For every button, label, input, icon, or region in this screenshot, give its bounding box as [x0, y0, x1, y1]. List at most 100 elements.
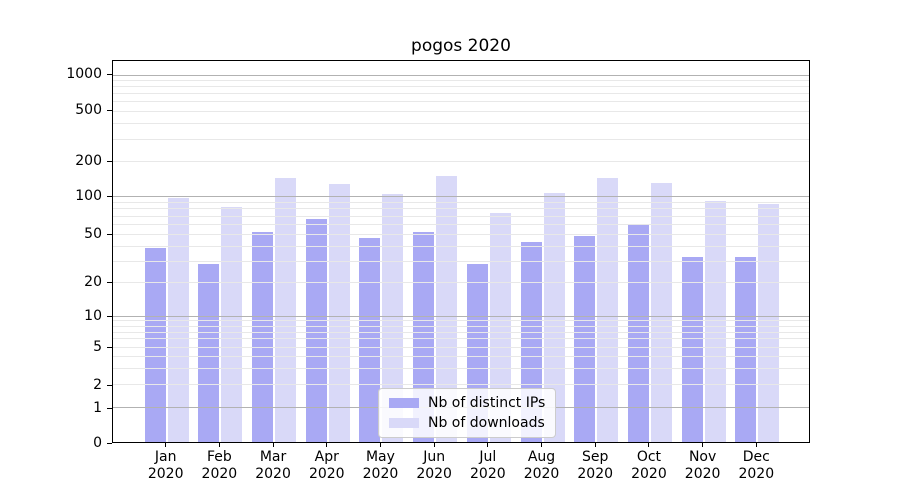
x-tick-label: Jan 2020 [134, 449, 198, 483]
y-tick-mark [107, 233, 112, 235]
gridline-minor [113, 202, 809, 203]
gridline-minor [113, 234, 809, 235]
bar-sep-distinct-ips [574, 236, 596, 442]
x-tick-mark [379, 443, 381, 447]
y-tick-mark [107, 442, 112, 444]
y-tick-label: 5 [93, 339, 102, 355]
gridline-minor [113, 332, 809, 333]
x-tick-year-label: 2020 [308, 466, 345, 482]
legend-swatch-distinct-ips [389, 398, 419, 408]
y-tick-label: 0 [93, 435, 102, 451]
x-tick-year-label: 2020 [470, 466, 506, 482]
x-tick-mark [541, 443, 543, 447]
x-tick-year-label: 2020 [255, 466, 291, 482]
legend-swatch-downloads [389, 418, 419, 428]
y-tick-label: 20 [84, 274, 102, 290]
y-tick-mark [107, 109, 112, 111]
y-tick-mark [107, 346, 112, 348]
legend-label-distinct-ips: Nb of distinct IPs [428, 395, 546, 411]
gridline-minor [113, 80, 809, 81]
gridline-minor [113, 246, 809, 247]
x-tick-year-label: 2020 [416, 466, 452, 482]
x-tick-label: Jun 2020 [402, 449, 466, 483]
bar-dec-downloads [758, 204, 780, 442]
y-tick-label: 1 [93, 400, 102, 416]
y-tick-label: 500 [75, 102, 102, 118]
y-tick-label: 1000 [66, 66, 102, 82]
legend-label-downloads: Nb of downloads [428, 415, 545, 431]
gridline-minor [113, 347, 809, 348]
x-tick-year-label: 2020 [147, 466, 184, 482]
gridline-minor [113, 161, 809, 162]
x-tick-mark [218, 443, 220, 447]
x-tick-label: Nov 2020 [671, 449, 735, 483]
x-tick-year-label: 2020 [201, 466, 238, 482]
bar-aug-downloads [543, 193, 565, 442]
y-tick-mark [107, 384, 112, 386]
gridline-minor [113, 101, 809, 102]
gridline-minor [113, 208, 809, 209]
bar-oct-downloads [650, 183, 672, 442]
legend: Nb of distinct IPs Nb of downloads [378, 388, 557, 438]
gridline-minor [113, 368, 809, 369]
x-tick-label: Apr 2020 [295, 449, 359, 483]
gridline-minor [113, 216, 809, 217]
x-tick-mark [755, 443, 757, 447]
y-tick-mark [107, 73, 112, 75]
x-tick-label: Oct 2020 [617, 449, 681, 483]
y-tick-mark [107, 195, 112, 197]
bar-may-downloads [382, 194, 404, 442]
bar-feb-downloads [221, 207, 243, 442]
x-tick-year-label: 2020 [577, 466, 614, 482]
x-tick-label: Aug 2020 [510, 449, 574, 483]
plot-area [112, 60, 810, 443]
y-tick-label: 100 [75, 188, 102, 204]
gridline-minor [113, 338, 809, 339]
y-tick-label: 10 [84, 308, 102, 324]
x-tick-mark [648, 443, 650, 447]
legend-item-distinct-ips: Nb of distinct IPs [389, 395, 545, 411]
gridline-minor [113, 261, 809, 262]
y-tick-label: 2 [93, 377, 102, 393]
x-tick-mark [165, 443, 167, 447]
gridline-minor [113, 123, 809, 124]
gridline-minor [113, 282, 809, 283]
x-tick-label: May 2020 [348, 449, 412, 483]
x-tick-label: Dec 2020 [724, 449, 788, 483]
bar-apr-distinct-ips [305, 219, 327, 442]
x-tick-mark [433, 443, 435, 447]
x-tick-year-label: 2020 [362, 466, 399, 482]
y-tick-mark [107, 281, 112, 283]
bar-nov-downloads [704, 201, 726, 442]
bar-dec-distinct-ips [735, 257, 757, 442]
gridline-minor [113, 93, 809, 94]
gridline-minor [113, 139, 809, 140]
gridline-minor [113, 224, 809, 225]
bar-sep-downloads [597, 178, 619, 442]
x-tick-mark [702, 443, 704, 447]
x-tick-year-label: 2020 [684, 466, 721, 482]
chart-title: pogos 2020 [411, 36, 511, 56]
bar-mar-distinct-ips [252, 232, 274, 442]
gridline-minor [113, 111, 809, 112]
x-tick-year-label: 2020 [523, 466, 560, 482]
bar-mar-downloads [275, 178, 297, 442]
x-tick-mark [272, 443, 274, 447]
bar-jun-downloads [436, 176, 458, 442]
x-tick-mark [487, 443, 489, 447]
x-tick-label: Feb 2020 [187, 449, 251, 483]
y-tick-mark [107, 407, 112, 409]
gridline-minor [113, 320, 809, 321]
y-tick-mark [107, 160, 112, 162]
gridline-minor [113, 326, 809, 327]
x-tick-year-label: 2020 [738, 466, 775, 482]
legend-item-downloads: Nb of downloads [389, 415, 545, 431]
gridline-major [113, 316, 809, 317]
x-tick-year-label: 2020 [631, 466, 667, 482]
x-tick-mark [594, 443, 596, 447]
x-tick-mark [326, 443, 328, 447]
gridline-major [113, 75, 809, 76]
bar-oct-distinct-ips [627, 225, 649, 442]
gridline-minor [113, 86, 809, 87]
